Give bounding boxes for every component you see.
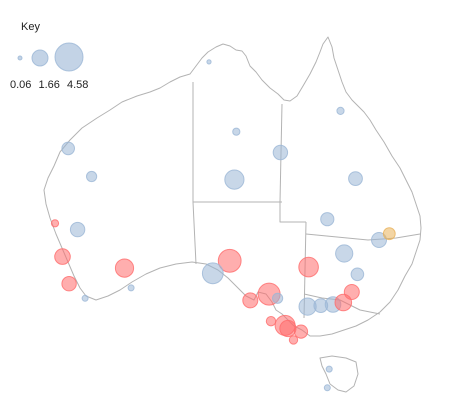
border-qld-nsw — [305, 233, 421, 241]
data-bubble-5 — [61, 276, 77, 292]
mainland-coastline — [43, 36, 422, 337]
data-bubble-17 — [382, 227, 396, 241]
australia-outline — [43, 36, 422, 393]
data-bubble-11 — [224, 169, 245, 190]
data-bubble-22 — [242, 292, 259, 309]
legend-title: Key — [21, 21, 40, 33]
data-bubble-24 — [272, 292, 284, 304]
legend-label-medium: 1.66 — [38, 79, 60, 91]
data-bubble-19 — [298, 256, 319, 278]
data-bubble-3 — [69, 221, 86, 238]
data-bubble-12 — [272, 144, 289, 161]
legend-bubbles — [17, 42, 84, 72]
data-bubble-7 — [114, 258, 135, 278]
data-bubble-15 — [320, 212, 335, 227]
border-sa-qld — [279, 202, 306, 223]
data-bubbles — [50, 59, 396, 392]
legend-bubble-medium — [31, 49, 49, 67]
border-wa — [192, 82, 197, 265]
data-bubble-4 — [54, 248, 71, 265]
data-bubble-18 — [335, 244, 354, 263]
legend-bubble-small — [17, 55, 23, 61]
data-bubble-31 — [265, 316, 277, 327]
legend-label-large: 4.58 — [66, 79, 89, 91]
legend-labels: 0.06 1.66 4.58 — [10, 79, 92, 91]
data-bubble-2 — [50, 219, 60, 228]
data-bubble-21 — [201, 262, 224, 285]
data-bubble-34 — [293, 324, 309, 339]
data-bubble-0 — [61, 141, 75, 156]
data-bubble-36 — [325, 365, 333, 373]
data-bubble-29 — [343, 284, 360, 300]
data-bubble-9 — [206, 59, 212, 65]
tasmania-coastline — [319, 355, 359, 393]
data-bubble-30 — [350, 267, 365, 282]
data-bubble-16 — [371, 232, 387, 248]
data-bubble-13 — [336, 106, 345, 116]
data-bubble-1 — [86, 170, 98, 183]
legend-label-small: 0.06 — [10, 79, 32, 91]
data-bubble-20 — [217, 248, 242, 273]
data-bubble-37 — [323, 384, 331, 392]
legend-bubble-large — [54, 42, 84, 72]
data-bubble-14 — [348, 171, 363, 187]
data-bubble-8 — [127, 284, 135, 292]
data-bubble-35 — [288, 335, 299, 345]
data-bubble-10 — [232, 127, 241, 136]
data-bubble-33 — [279, 319, 297, 338]
data-bubble-6 — [81, 294, 89, 302]
